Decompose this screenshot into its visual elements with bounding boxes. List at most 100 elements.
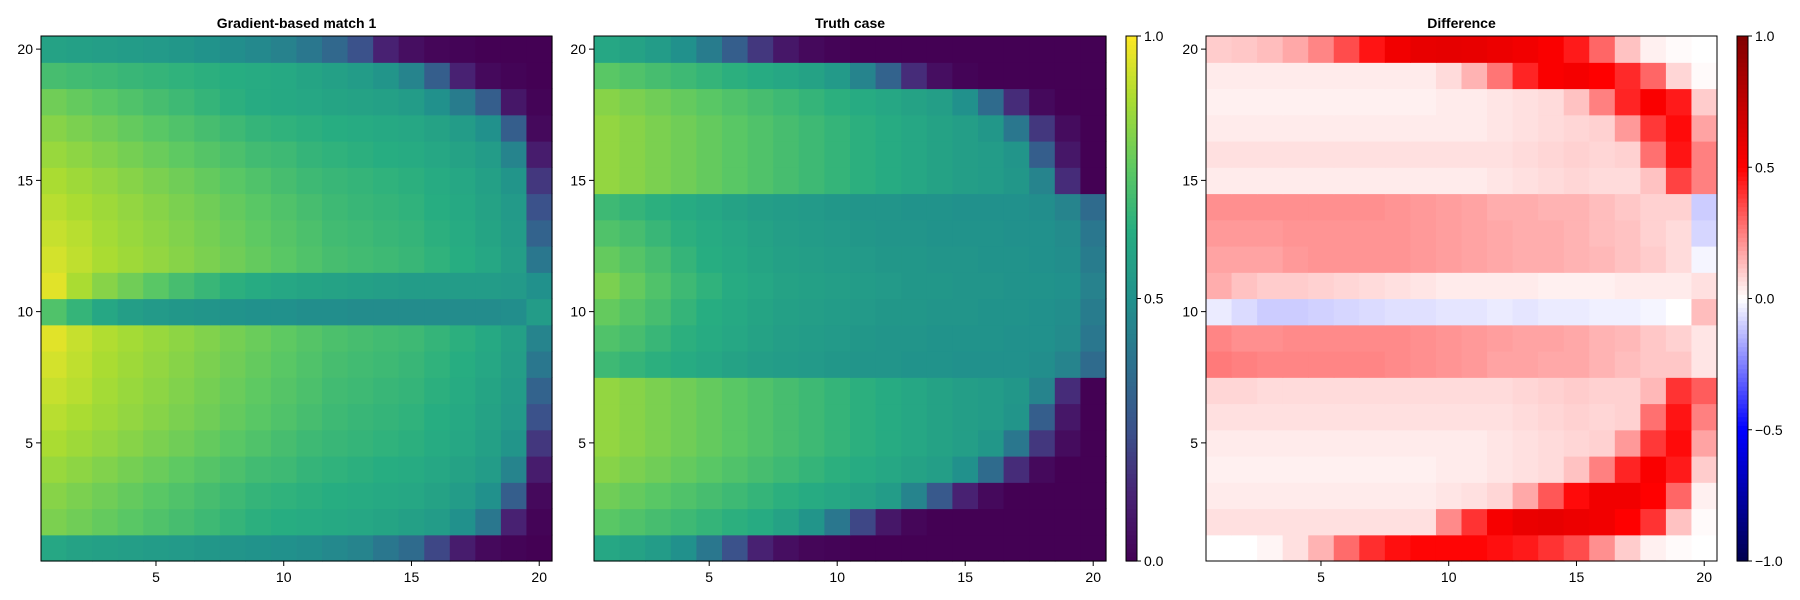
heatmap-cell	[1435, 219, 1463, 247]
heatmap-cell	[219, 88, 246, 116]
colorbar-segment	[1737, 482, 1748, 488]
heatmap-cell	[978, 534, 1005, 562]
heatmap-cell	[619, 377, 646, 405]
heatmap-cell	[670, 508, 697, 536]
heatmap-cell	[722, 482, 749, 510]
heatmap-cell	[952, 482, 979, 510]
heatmap-cell	[619, 36, 646, 63]
heatmap-cell	[373, 36, 400, 63]
heatmap-cell	[168, 508, 195, 536]
heatmap-cell	[1384, 167, 1411, 195]
heatmap-cell	[798, 36, 825, 63]
heatmap-cell	[1410, 298, 1437, 326]
colorbar-segment	[1737, 49, 1748, 55]
heatmap-cell	[322, 403, 349, 431]
colorbar-segment	[1737, 162, 1748, 168]
colorbar-segment	[1126, 499, 1137, 505]
heatmap-cell	[449, 403, 476, 431]
heatmap-cell	[245, 272, 272, 300]
heatmap-cell	[824, 403, 851, 431]
heatmap-cell	[875, 351, 902, 378]
heatmap-cell	[1665, 219, 1693, 247]
heatmap-cell	[1282, 429, 1309, 457]
heatmap-cell	[1231, 141, 1258, 168]
heatmap-cell	[1231, 377, 1258, 405]
heatmap-cell	[978, 429, 1005, 457]
heatmap-cell	[1257, 246, 1284, 273]
colorbar-segment	[1737, 530, 1748, 536]
colorbar-segment	[1737, 508, 1748, 514]
heatmap-cell	[475, 508, 502, 536]
colorbar-segment	[1126, 342, 1137, 348]
heatmap-cell	[424, 482, 451, 510]
heatmap-cell	[1359, 534, 1386, 562]
heatmap-cell	[645, 193, 672, 221]
colorbar-segment	[1737, 36, 1748, 41]
heatmap-cell	[41, 298, 68, 326]
heatmap-cell	[1614, 62, 1641, 90]
heatmap-cell	[347, 167, 374, 195]
heatmap-cell	[619, 246, 646, 273]
heatmap-cell	[1691, 403, 1718, 431]
heatmap-cell	[449, 482, 476, 510]
colorbar-segment	[1126, 66, 1137, 72]
heatmap-cell	[92, 167, 119, 195]
heatmap-cell	[773, 114, 800, 142]
x-tick-label: 15	[957, 569, 973, 585]
heatmap-cell	[219, 482, 246, 510]
heatmap-cell	[1691, 351, 1718, 378]
heatmap-cell	[424, 429, 451, 457]
heatmap-cell	[773, 62, 800, 90]
heatmap-cell	[398, 167, 425, 195]
heatmap-cell	[1410, 193, 1437, 221]
heatmap-cell	[1282, 272, 1309, 300]
heatmap-cell	[194, 167, 221, 195]
heatmap-cell	[1410, 141, 1437, 168]
heatmap-cell	[952, 534, 979, 562]
heatmap-cell	[296, 456, 323, 483]
heatmap-cell	[645, 88, 672, 116]
heatmap-cell	[219, 298, 246, 326]
colorbar-segment	[1737, 79, 1748, 85]
heatmap-cell	[475, 114, 502, 142]
heatmap-cell	[1308, 351, 1335, 378]
heatmap-cell	[66, 272, 93, 300]
colorbar-segment	[1126, 539, 1137, 545]
heatmap-cell	[117, 114, 144, 142]
heatmap-cell	[245, 88, 272, 116]
heatmap-cell	[1308, 141, 1335, 168]
heatmap-cell	[1206, 298, 1233, 326]
heatmap-cell	[1538, 482, 1565, 510]
heatmap-cell	[398, 482, 425, 510]
heatmap-cell	[168, 377, 195, 405]
heatmap-cell	[1410, 219, 1437, 247]
heatmap-cell	[424, 351, 451, 378]
heatmap-cell	[500, 114, 528, 142]
heatmap-cell	[1054, 62, 1081, 90]
heatmap-cell	[978, 167, 1005, 195]
heatmap-cell	[194, 298, 221, 326]
colorbar-segment	[1126, 180, 1137, 186]
heatmap-cell	[168, 193, 195, 221]
colorbar-segment	[1126, 154, 1137, 160]
heatmap-cell	[475, 298, 502, 326]
heatmap-cell	[696, 62, 723, 90]
heatmap-cell	[619, 403, 646, 431]
colorbar-segment	[1126, 460, 1137, 466]
colorbar-segment	[1737, 302, 1748, 308]
heatmap-cell	[500, 298, 528, 326]
heatmap-cell	[747, 219, 774, 247]
heatmap-cell	[322, 193, 349, 221]
colorbar-segment	[1126, 206, 1137, 212]
heatmap-cell	[1003, 534, 1030, 562]
heatmap-cell	[1563, 167, 1590, 195]
heatmap-cell	[1282, 36, 1309, 63]
heatmap-cell	[722, 141, 749, 168]
colorbar-segment	[1737, 132, 1748, 138]
heatmap-cell	[978, 508, 1005, 536]
heatmap-cell	[526, 377, 553, 405]
heatmap-cell	[1206, 219, 1233, 247]
heatmap-cell	[1054, 403, 1081, 431]
heatmap-cell	[747, 114, 774, 142]
